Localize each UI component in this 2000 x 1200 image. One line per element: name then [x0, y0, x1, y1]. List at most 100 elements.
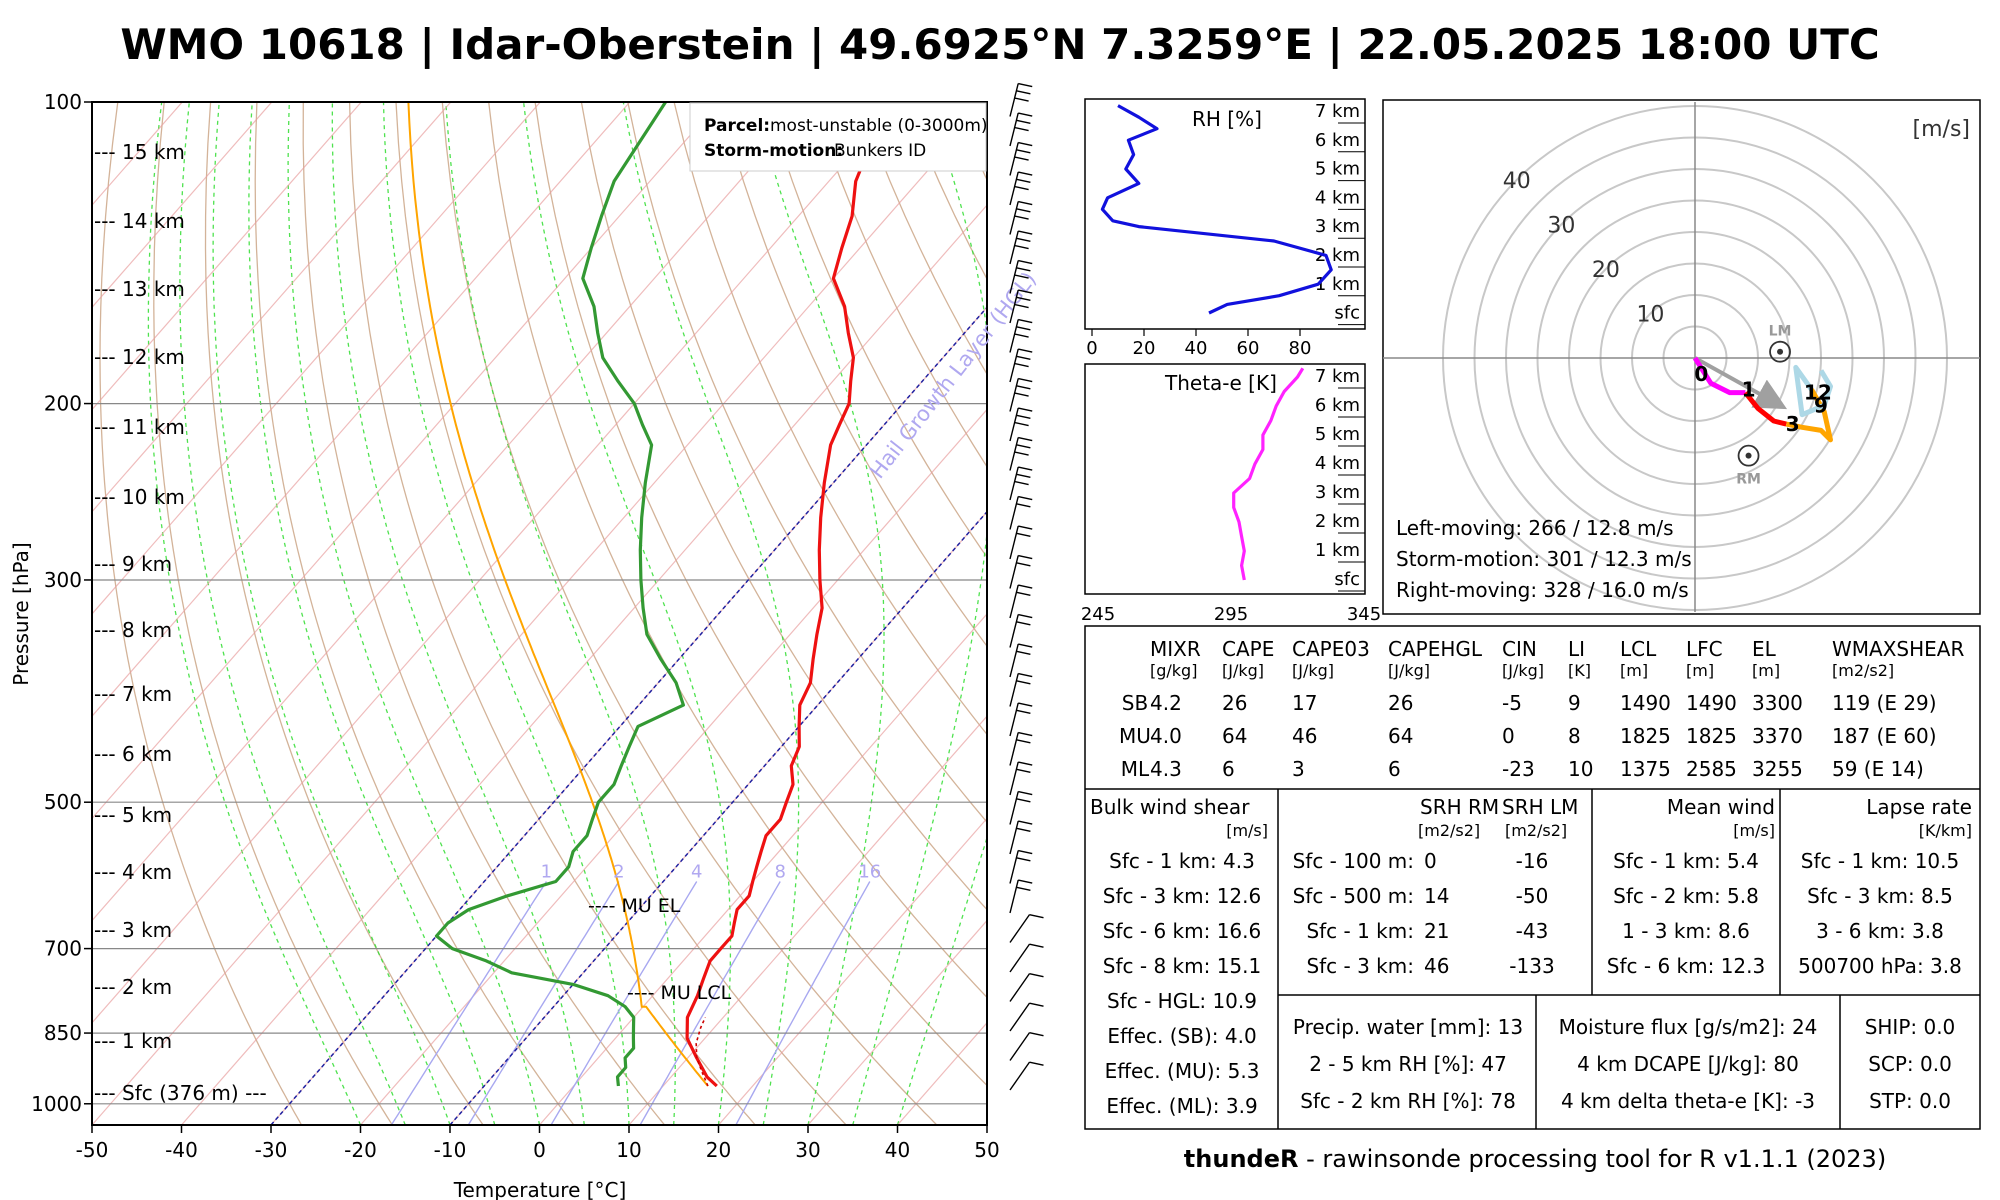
- param-cell: 9: [1568, 691, 1581, 715]
- param-cell: -5: [1502, 691, 1522, 715]
- x-tick-label: 40: [885, 1138, 910, 1162]
- rm-storm-dot: [1745, 452, 1752, 459]
- moist-adiabat: [445, 102, 676, 1125]
- param-header-unit: [m]: [1752, 661, 1780, 680]
- hodograph-segment: [1793, 364, 1833, 418]
- wind-barb: [1009, 584, 1033, 619]
- barb-flag: [1014, 274, 1029, 279]
- param-header-unit: [m]: [1620, 661, 1648, 680]
- wind-barbs: [1009, 82, 1044, 1091]
- theta-x-ticks: 245 295 345: [1081, 604, 1381, 625]
- mixing-ratio-label: 16: [858, 862, 881, 883]
- isotherm: [92, 102, 987, 1125]
- srh-row-key: Sfc - 100 m:: [1293, 849, 1414, 873]
- rh-level-label: 5 km: [1315, 159, 1360, 180]
- skewt-panel: -50 -40 -30 -20 -10 0 10 20 30 40 50 100 200 300 500 7…: [9, 90, 1041, 1200]
- dry-adiabat: [441, 102, 938, 1125]
- param-cell: 4.3: [1150, 757, 1182, 781]
- srh-rm-unit: [m2/s2]: [1418, 821, 1480, 840]
- wind-barb: [1009, 289, 1033, 324]
- wind-barb: [1009, 525, 1033, 560]
- composite-indices-table: SHIP: 0.0 SCP: 0.0 STP: 0.0: [1865, 1015, 1956, 1113]
- moist-adiabat: [896, 835, 987, 1125]
- barb-staff: [1009, 1032, 1031, 1061]
- param-cell: 46: [1292, 724, 1317, 748]
- theta-tick-label: 345: [1347, 604, 1381, 625]
- barb-flag: [1018, 200, 1033, 206]
- barb-staff: [1009, 1061, 1031, 1091]
- lapse-unit: [K/km]: [1919, 821, 1972, 840]
- mean-wind-row: Sfc - 2 km: 5.8: [1613, 884, 1759, 908]
- barb-staff: [1009, 83, 1019, 117]
- barb-flag: [1014, 97, 1029, 102]
- param-header: WMAXSHEAR: [1832, 637, 1964, 661]
- param-cell: 4.2: [1150, 691, 1182, 715]
- height-label: --- 10 km: [94, 485, 185, 509]
- theta-profile-line: [1232, 367, 1305, 581]
- moist-adiabat: [331, 102, 585, 1125]
- param-cell: 2585: [1686, 757, 1737, 781]
- barb-flag: [1018, 820, 1033, 825]
- param-header: LI: [1568, 637, 1585, 661]
- wind-barb: [1009, 171, 1033, 206]
- barb-flag: [1016, 532, 1031, 537]
- barb-flag: [1014, 451, 1029, 456]
- legend-storm-key: Storm-motion:: [704, 141, 843, 161]
- param-header-unit: [m2/s2]: [1832, 661, 1894, 680]
- theta-level-label: 7 km: [1315, 366, 1360, 387]
- param-cell: 3255: [1752, 757, 1803, 781]
- barb-flag: [1029, 943, 1044, 948]
- x-tick-label: 30: [795, 1138, 820, 1162]
- srh-rm-title: SRH RM: [1420, 795, 1499, 819]
- mixing-ratio-label: 4: [691, 862, 702, 883]
- barb-flag: [1016, 473, 1031, 478]
- dry-adiabat: [99, 102, 303, 1125]
- lapse-row: 500700 hPa: 3.8: [1798, 954, 1962, 978]
- storm-motion-line: Right-moving: 328 / 16.0 m/s: [1396, 578, 1689, 602]
- wind-barb: [1009, 436, 1033, 471]
- height-label: --- Sfc (376 m) ---: [94, 1081, 267, 1105]
- rh-level-label: sfc: [1334, 303, 1360, 324]
- isobars: [92, 102, 987, 1105]
- height-label: --- 8 km: [94, 618, 172, 642]
- barb-flag: [1018, 554, 1033, 560]
- legend-box: [689, 102, 987, 172]
- theta-label: Theta-e [K]: [1164, 371, 1277, 395]
- barb-staff: [1009, 791, 1019, 825]
- srh-rm-value: 14: [1424, 884, 1449, 908]
- barb-flag: [1014, 303, 1029, 309]
- pressure-tick-label: 1000: [31, 1092, 82, 1116]
- legend-parcel-value: most-unstable (0-3000m): [770, 116, 988, 136]
- moist-adiabat: [287, 102, 541, 1125]
- param-cell: 1825: [1620, 724, 1671, 748]
- height-label: --- 7 km: [94, 682, 172, 706]
- barb-staff: [1009, 348, 1019, 383]
- wind-barb: [1009, 972, 1044, 1002]
- shear-row: Effec. (SB): 4.0: [1107, 1024, 1256, 1048]
- hgl-isotherm: [449, 510, 987, 1125]
- param-cell: 187 (E 60): [1832, 724, 1937, 748]
- wind-barb: [1009, 761, 1033, 796]
- param-header: CAPEHGL: [1388, 637, 1483, 661]
- param-cell: 17: [1292, 691, 1317, 715]
- hodograph-height-marker: 3: [1786, 412, 1800, 436]
- barb-staff: [1009, 879, 1019, 914]
- pressure-tick-label: 100: [44, 90, 82, 114]
- barb-staff: [1009, 973, 1031, 1002]
- barb-flag: [1018, 377, 1033, 383]
- param-cell: 0: [1502, 724, 1515, 748]
- srh-lm-value: -50: [1516, 884, 1549, 908]
- isotherm: [92, 102, 899, 1024]
- rh-tick-label: 80: [1289, 338, 1312, 359]
- mixing-ratio-line: [390, 881, 547, 1125]
- lm-label: LM: [1769, 324, 1792, 340]
- wind-barb: [1009, 731, 1033, 766]
- parcel-virtual-temperature: [695, 1017, 709, 1087]
- barb-staff: [1009, 820, 1019, 855]
- barb-flag: [1018, 731, 1033, 737]
- hodograph-trace: [1692, 356, 1833, 443]
- mixing-ratio-line: [550, 881, 698, 1125]
- srh-row-key: Sfc - 500 m:: [1293, 884, 1414, 908]
- barb-flag: [1018, 849, 1033, 855]
- mixing-ratio-line: [467, 881, 620, 1125]
